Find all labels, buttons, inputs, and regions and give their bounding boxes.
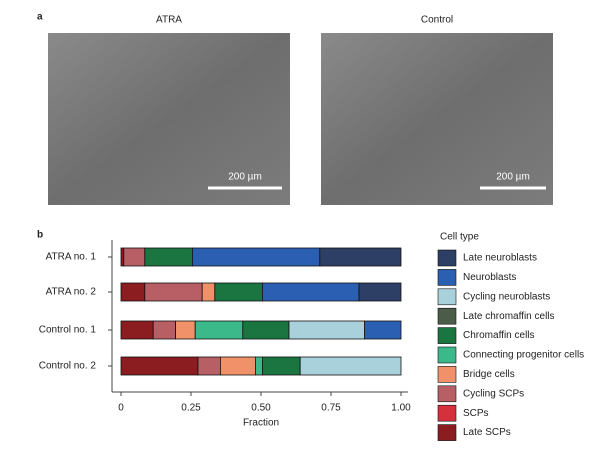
image-title: ATRA [156, 15, 182, 26]
bar-segment [191, 247, 321, 267]
x-axis-label: Fraction [243, 418, 279, 429]
legend-label: Chromaffin cells [463, 330, 535, 341]
y-tick-label: Control no. 2 [39, 361, 97, 372]
bar-segment [175, 320, 196, 340]
bar-segment [214, 282, 263, 302]
image-title: Control [421, 15, 453, 26]
micrograph [321, 33, 553, 205]
x-tick-label: 1.00 [391, 403, 411, 414]
micrograph [48, 33, 290, 205]
bar-segment [254, 356, 263, 376]
legend-title: Cell type [440, 232, 479, 243]
panel-label: a [37, 12, 43, 23]
scale-bar-label: 200 µm [496, 172, 530, 183]
legend-swatch [437, 385, 457, 403]
x-tick-label: 0.75 [321, 403, 341, 414]
legend-label: Bridge cells [463, 369, 515, 380]
y-tick-label: Control no. 1 [39, 325, 97, 336]
legend-swatch [437, 346, 457, 364]
legend-swatch [437, 366, 457, 383]
legend-label: Connecting progenitor cells [463, 350, 584, 361]
bar-segment [219, 356, 256, 376]
bar-segment [288, 320, 365, 340]
x-tick-label: 0.25 [181, 403, 201, 414]
bar-segment [144, 282, 203, 302]
legend-swatch [437, 424, 457, 441]
legend-swatch [437, 404, 457, 422]
bar-segment [358, 282, 402, 302]
legend-swatch [437, 307, 457, 325]
legend-label: Late SCPs [463, 427, 511, 438]
legend-label: Neuroblasts [463, 272, 516, 283]
legend-swatch [437, 269, 457, 286]
bar-segment [120, 282, 146, 302]
legend-swatch [437, 288, 457, 306]
bar-segment [144, 247, 193, 267]
panel-label: b [37, 230, 43, 241]
bar-segment [194, 320, 244, 340]
bar-segment [120, 247, 125, 267]
x-tick-label: 0.50 [251, 403, 271, 414]
legend-swatch [437, 327, 457, 344]
bar-segment [319, 247, 402, 267]
y-tick-label: ATRA no. 1 [46, 252, 97, 263]
legend-label: Late neuroblasts [463, 253, 537, 264]
bar-segment [120, 356, 199, 376]
bar-segment [152, 320, 176, 340]
bar-segment [120, 320, 154, 340]
bar-segment [197, 356, 221, 376]
bar-segment [201, 282, 216, 302]
bar-segment [242, 320, 290, 340]
legend-label: Cycling neuroblasts [463, 291, 550, 302]
bar-segment [299, 356, 402, 376]
legend-label: SCPs [463, 408, 489, 419]
bar-segment [261, 356, 301, 376]
legend-swatch [437, 249, 457, 267]
legend-label: Late chromaffin cells [463, 311, 555, 322]
bar-segment [364, 320, 402, 340]
scale-bar-label: 200 µm [228, 172, 262, 183]
bar-segment [123, 247, 146, 267]
y-tick-label: ATRA no. 2 [46, 287, 97, 298]
legend-label: Cycling SCPs [463, 388, 524, 399]
bar-segment [261, 282, 360, 302]
x-tick-label: 0 [118, 403, 124, 414]
